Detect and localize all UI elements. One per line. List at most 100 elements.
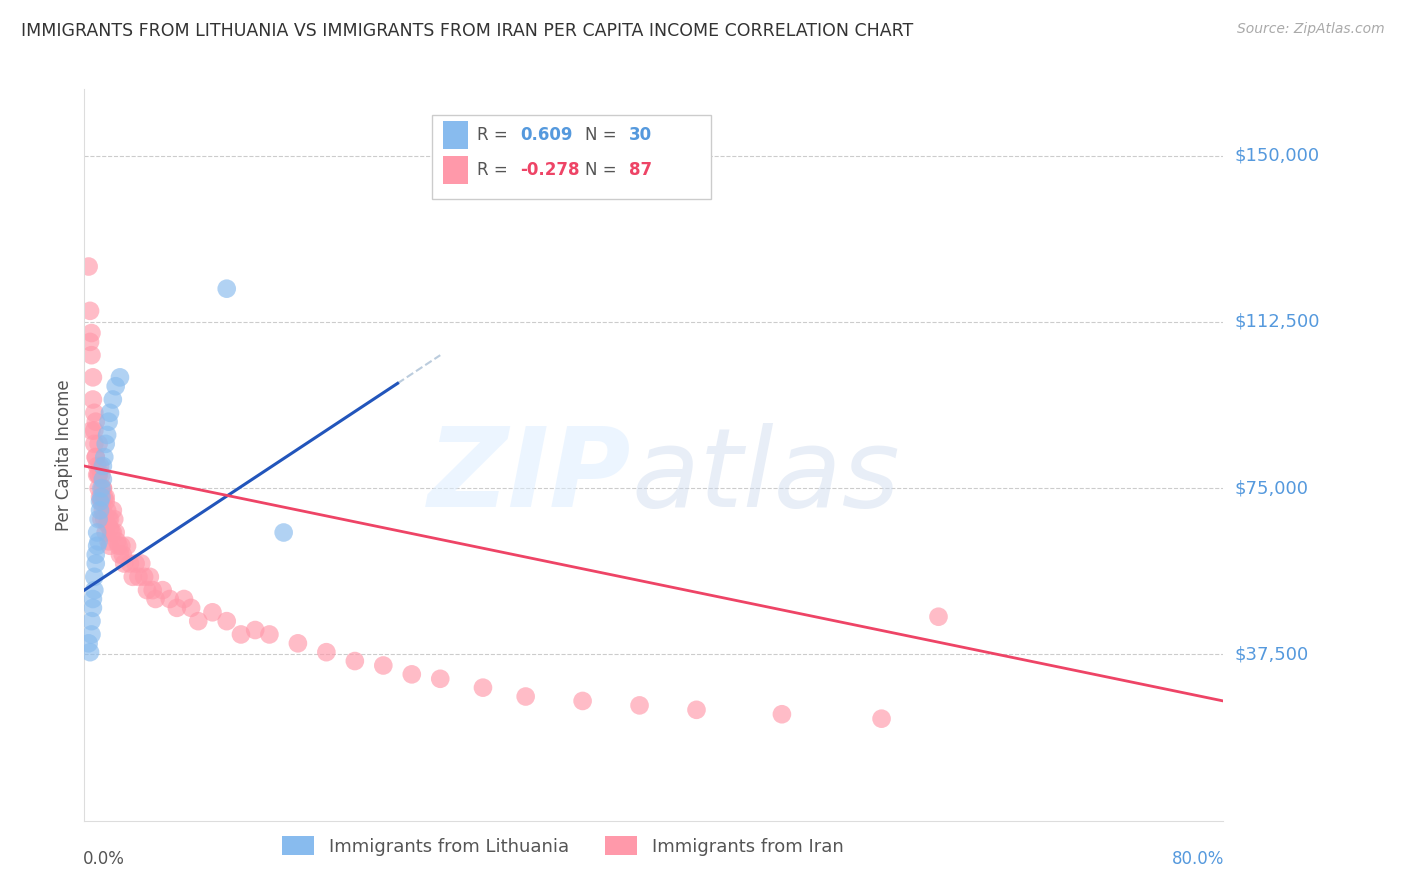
Point: [215, 282, 238, 296]
Point: [107, 539, 129, 553]
Point: [111, 548, 134, 562]
FancyBboxPatch shape: [443, 156, 468, 184]
Point: [82, 370, 104, 384]
FancyBboxPatch shape: [432, 115, 711, 199]
Point: [90, 512, 112, 526]
Point: [373, 658, 395, 673]
Point: [93, 512, 115, 526]
Text: ZIP: ZIP: [427, 424, 631, 531]
Point: [97, 512, 120, 526]
Legend: Immigrants from Lithuania, Immigrants from Iran: Immigrants from Lithuania, Immigrants fr…: [274, 829, 851, 863]
Point: [86, 467, 108, 482]
Point: [83, 424, 105, 438]
Point: [90, 490, 112, 504]
Point: [80, 614, 103, 628]
Text: Source: ZipAtlas.com: Source: ZipAtlas.com: [1237, 22, 1385, 37]
Point: [87, 467, 110, 482]
Point: [83, 570, 105, 584]
Point: [104, 379, 127, 393]
Point: [121, 570, 143, 584]
Point: [82, 600, 104, 615]
Point: [83, 583, 105, 598]
Point: [98, 521, 121, 535]
Point: [139, 570, 162, 584]
Point: [91, 503, 114, 517]
Point: [86, 458, 108, 473]
Point: [89, 494, 111, 508]
Text: 87: 87: [628, 161, 652, 178]
Point: [77, 260, 100, 274]
FancyBboxPatch shape: [443, 121, 468, 149]
Point: [229, 627, 252, 641]
Point: [89, 458, 111, 473]
Point: [515, 690, 537, 704]
Point: [91, 458, 114, 473]
Point: [259, 627, 281, 641]
Point: [77, 636, 100, 650]
Point: [429, 672, 451, 686]
Point: [166, 600, 188, 615]
Point: [134, 570, 156, 584]
Point: [84, 415, 107, 429]
Point: [87, 467, 110, 482]
Text: N =: N =: [585, 161, 623, 178]
Text: $37,500: $37,500: [1234, 646, 1309, 664]
Point: [159, 592, 181, 607]
Point: [100, 525, 122, 540]
Point: [571, 694, 593, 708]
Point: [142, 583, 165, 598]
Point: [90, 494, 112, 508]
Point: [127, 570, 149, 584]
Point: [97, 415, 120, 429]
Y-axis label: Per Capita Income: Per Capita Income: [55, 379, 73, 531]
Point: [91, 481, 114, 495]
Point: [124, 557, 146, 571]
Point: [82, 592, 104, 607]
Point: [96, 503, 118, 517]
Text: IMMIGRANTS FROM LITHUANIA VS IMMIGRANTS FROM IRAN PER CAPITA INCOME CORRELATION : IMMIGRANTS FROM LITHUANIA VS IMMIGRANTS …: [21, 22, 914, 40]
Point: [343, 654, 366, 668]
Point: [94, 525, 117, 540]
Point: [93, 450, 115, 464]
Point: [86, 525, 108, 540]
Point: [103, 512, 125, 526]
Point: [173, 592, 195, 607]
Point: [79, 645, 101, 659]
Text: 80.0%: 80.0%: [1173, 850, 1225, 868]
Point: [91, 472, 114, 486]
Point: [928, 609, 950, 624]
Text: $112,500: $112,500: [1234, 313, 1320, 331]
Point: [152, 583, 174, 598]
Point: [79, 334, 101, 349]
Point: [79, 303, 101, 318]
Point: [84, 450, 107, 464]
Point: [84, 548, 107, 562]
Text: 0.609: 0.609: [520, 127, 574, 145]
Point: [401, 667, 423, 681]
Point: [131, 557, 153, 571]
Point: [187, 614, 209, 628]
Point: [86, 539, 108, 553]
Point: [82, 392, 104, 407]
Point: [84, 450, 107, 464]
Text: 0.0%: 0.0%: [83, 850, 125, 868]
Point: [80, 627, 103, 641]
Point: [90, 481, 112, 495]
Text: N =: N =: [585, 127, 623, 145]
Point: [96, 428, 118, 442]
Point: [87, 512, 110, 526]
Point: [80, 348, 103, 362]
Point: [80, 424, 103, 438]
Point: [93, 490, 115, 504]
Point: [201, 605, 224, 619]
Point: [108, 548, 131, 562]
Point: [145, 592, 167, 607]
Point: [83, 406, 105, 420]
Point: [110, 539, 132, 553]
Point: [108, 370, 131, 384]
Point: [685, 703, 707, 717]
Point: [215, 614, 238, 628]
Point: [89, 503, 111, 517]
Point: [84, 557, 107, 571]
Text: 30: 30: [628, 127, 652, 145]
